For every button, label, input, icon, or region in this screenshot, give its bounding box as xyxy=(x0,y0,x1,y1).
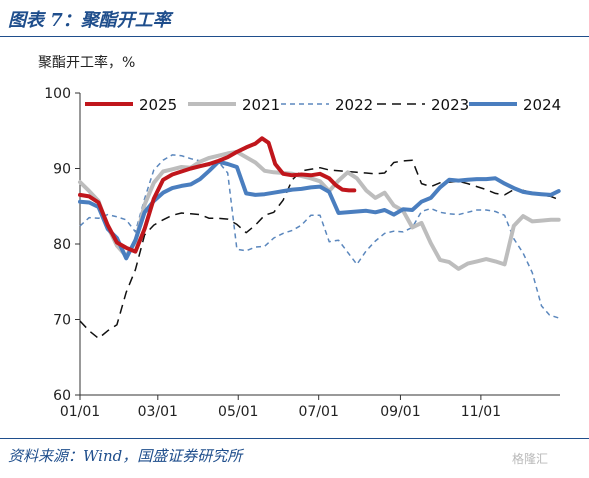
figure-title: 图表 7：聚酯开工率 xyxy=(8,10,171,31)
y-tick-label: 60 xyxy=(53,388,71,404)
legend-label-2021: 2021 xyxy=(242,96,280,114)
legend-label-2022: 2022 xyxy=(335,96,373,114)
legend-label-2024: 2024 xyxy=(523,96,561,114)
x-tick-label: 09/01 xyxy=(380,404,420,420)
series-line-2025 xyxy=(78,136,357,254)
legend-label-2025: 2025 xyxy=(139,96,177,114)
footer-rule xyxy=(0,438,589,439)
title-rule xyxy=(0,36,589,37)
source-note: 资料来源：Wind，国盛证券研究所 xyxy=(8,447,243,465)
x-tick-label: 03/01 xyxy=(138,404,178,420)
x-tick-label: 05/01 xyxy=(218,404,258,420)
y-tick-label: 80 xyxy=(53,237,71,253)
series-line-2024 xyxy=(78,159,561,261)
x-tick-label: 01/01 xyxy=(60,404,100,420)
chart-axes: 60 70 80 90 100 01/01 03/01 05/01 07/01 09/01 11/0… xyxy=(44,86,560,420)
y-tick-label: 100 xyxy=(44,86,71,102)
series-line-2021 xyxy=(78,149,561,271)
series-line-2022 xyxy=(79,154,559,319)
legend-label-2023: 2023 xyxy=(431,96,469,114)
x-tick-label: 11/01 xyxy=(461,404,501,420)
series-line-2023 xyxy=(79,159,559,340)
y-axis-label: 聚酯开工率，% xyxy=(38,55,136,71)
chart-series xyxy=(78,136,561,340)
y-tick-label: 70 xyxy=(53,313,71,329)
y-tick-label: 90 xyxy=(53,162,71,178)
chart-legend: 2025 2021 2022 2023 2024 xyxy=(85,96,561,114)
watermark-logo: 格隆汇 xyxy=(512,452,549,466)
x-tick-label: 07/01 xyxy=(299,404,339,420)
